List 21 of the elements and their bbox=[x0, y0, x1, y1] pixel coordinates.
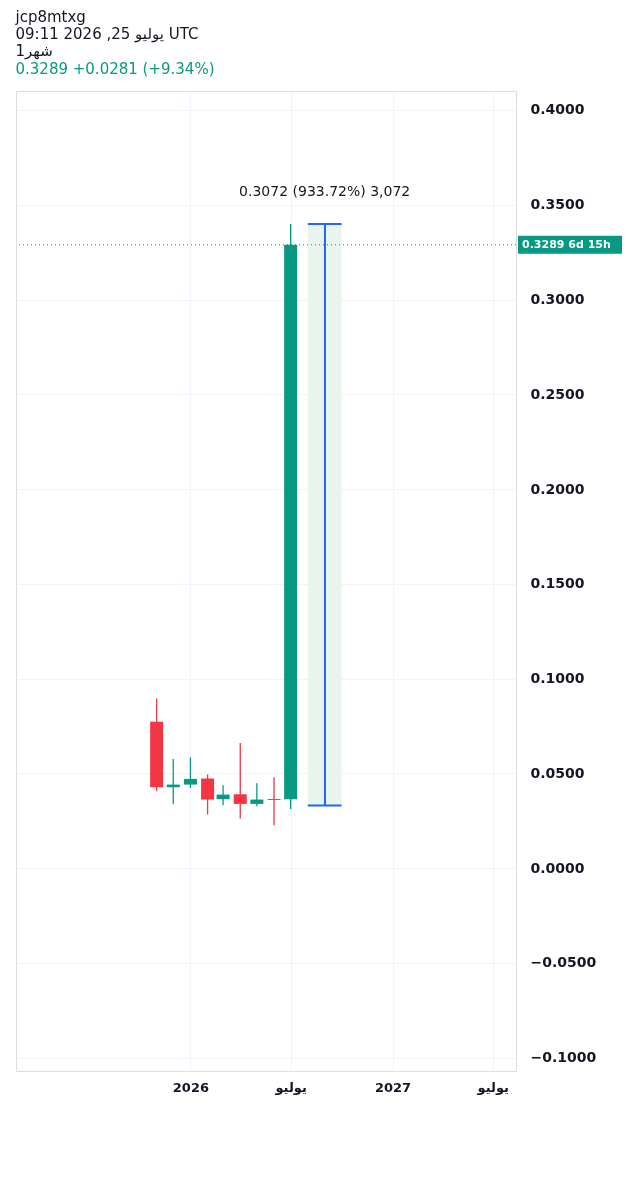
y-tick-label: 0.4000 bbox=[530, 101, 585, 118]
y-tick-label: 0.2500 bbox=[530, 385, 585, 402]
text: jcp8mtxg bbox=[14, 8, 86, 26]
ref-line-label: 0.3289 6d 15h bbox=[522, 237, 611, 251]
x-tick-label: يوليو bbox=[476, 1079, 509, 1095]
y-tick-label: 0.1500 bbox=[530, 575, 585, 592]
band-label: 0.3072 (933.72%) 3,072 bbox=[239, 183, 411, 200]
y-tick-label: 0.3000 bbox=[530, 291, 585, 308]
chart-subtitle: 0.3289 +0.0281 (+9.34%) bbox=[15, 60, 215, 78]
y-tick-label: 0.0000 bbox=[530, 859, 585, 876]
text: يوليو 25, 2026 09:11 UTC bbox=[15, 25, 199, 43]
y-tick-label: 0.3500 bbox=[530, 196, 585, 213]
x-tick-label: 2027 bbox=[374, 1079, 412, 1095]
chart-title: 1شهر bbox=[15, 42, 53, 60]
y-tick-label: −0.1000 bbox=[530, 1049, 597, 1066]
x-tick-label: يوليو bbox=[274, 1079, 307, 1095]
y-tick-label: 0.2000 bbox=[530, 480, 585, 497]
x-tick-label: 2026 bbox=[172, 1079, 210, 1095]
y-tick-label: −0.0500 bbox=[530, 954, 597, 971]
y-tick-label: 0.0500 bbox=[530, 764, 585, 781]
y-tick-label: 0.1000 bbox=[530, 670, 585, 687]
